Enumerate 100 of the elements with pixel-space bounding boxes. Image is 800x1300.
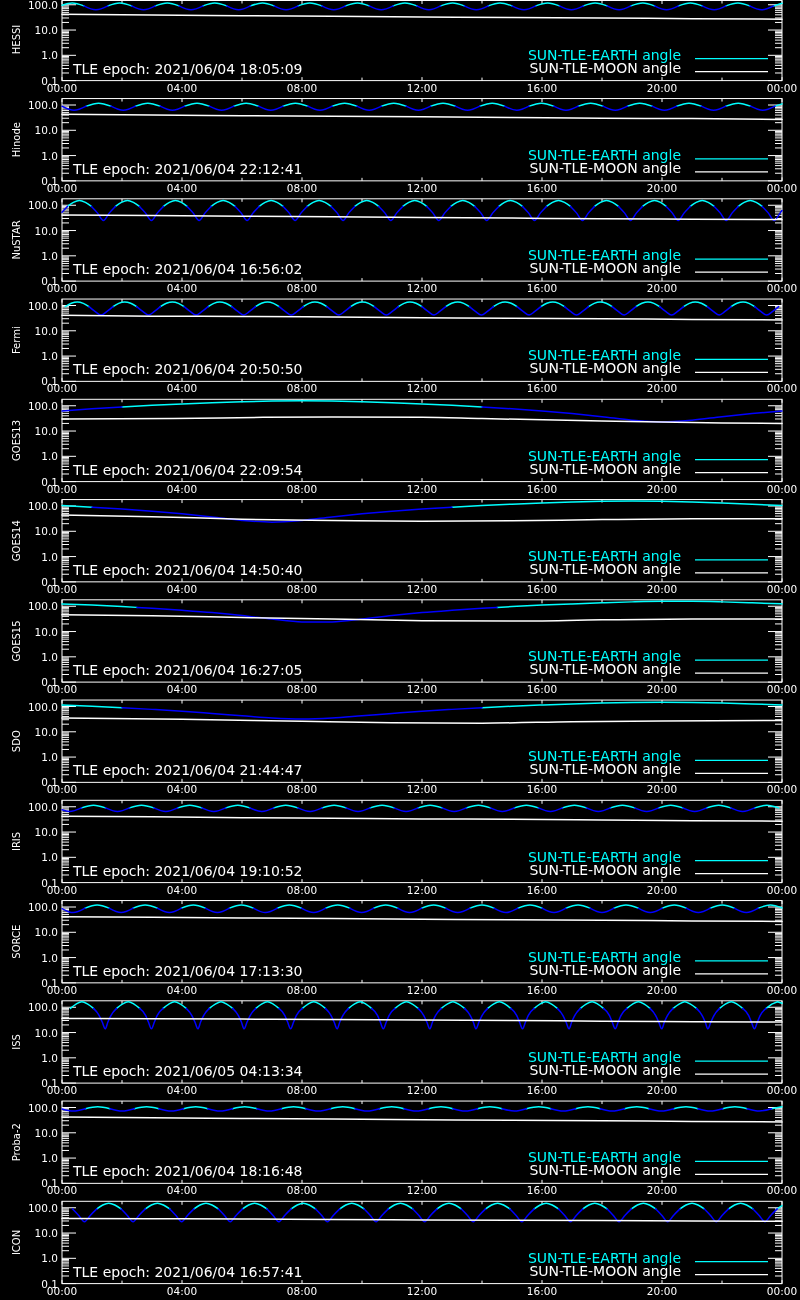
- text: SUN-TLE-EARTH angle: [527, 1049, 681, 1066]
- x-tick-label: 20:00: [646, 282, 678, 295]
- y-tick-label: 100.0: [27, 399, 58, 412]
- y-tick-label: 10.0: [34, 124, 58, 137]
- x-tick-label: 12:00: [406, 482, 438, 495]
- y-axis-title: GOES13: [10, 419, 22, 461]
- x-tick-label: 04:00: [166, 783, 198, 796]
- y-axis-title: Hinode: [10, 122, 22, 158]
- line-series: [121, 400, 483, 408]
- x-tick-label: 16:00: [526, 582, 558, 595]
- annotation: TLE epoch: 2021/06/04 20:50:50: [72, 361, 303, 378]
- y-tick-label: 10.0: [34, 24, 58, 37]
- x-tick-label: 08:00: [286, 883, 318, 896]
- y-tick-label: 10.0: [34, 224, 58, 237]
- x-tick-label: 20:00: [646, 1184, 678, 1197]
- y-tick-label: 1.0: [41, 650, 58, 663]
- y-tick-label: 100.0: [27, 199, 58, 212]
- annotation: TLE epoch: 2021/06/04 18:05:09: [72, 60, 303, 77]
- x-tick-label: 00:00: [766, 683, 798, 696]
- x-tick-label: 08:00: [286, 1084, 318, 1097]
- x-tick-label: 16:00: [526, 1184, 558, 1197]
- text: SUN-TLE-EARTH angle: [527, 648, 681, 665]
- y-tick-label: 1.0: [41, 851, 58, 864]
- x-tick-label: 12:00: [406, 382, 438, 395]
- x-tick-label: 00:00: [766, 181, 798, 194]
- x-tick-label: 00:00: [766, 1284, 798, 1297]
- x-tick-label: 04:00: [166, 1084, 198, 1097]
- y-axis-title: SDO: [10, 730, 22, 753]
- line-series: [136, 606, 498, 623]
- y-tick-label: 10.0: [34, 324, 58, 337]
- x-tick-label: 04:00: [166, 683, 198, 696]
- x-tick-label: 12:00: [406, 181, 438, 194]
- line-series: [91, 506, 453, 523]
- annotation: TLE epoch: 2021/06/04 22:12:41: [72, 160, 303, 177]
- x-tick-label: 12:00: [406, 1284, 438, 1297]
- x-tick-label: 20:00: [646, 482, 678, 495]
- annotation: TLE epoch: 2021/06/05 04:13:34: [72, 1063, 303, 1080]
- x-tick-label: 04:00: [166, 382, 198, 395]
- annotation: TLE epoch: 2021/06/04 16:56:02: [72, 261, 303, 278]
- x-tick-label: 04:00: [166, 983, 198, 996]
- x-tick-label: 04:00: [166, 1184, 198, 1197]
- y-tick-label: 10.0: [34, 725, 58, 738]
- y-tick-label: 10.0: [34, 1227, 58, 1240]
- x-tick-label: 20:00: [646, 1284, 678, 1297]
- y-axis-title: GOES15: [10, 620, 22, 662]
- y-tick-label: 10.0: [34, 926, 58, 939]
- y-axis-title: NuSTAR: [10, 220, 22, 260]
- x-tick-label: 12:00: [406, 683, 438, 696]
- x-tick-label: 00:00: [766, 582, 798, 595]
- x-tick-label: 20:00: [646, 1084, 678, 1097]
- y-tick-label: 100.0: [27, 299, 58, 312]
- y-tick-label: 100.0: [27, 901, 58, 913]
- y-tick-label: 1.0: [41, 1252, 58, 1265]
- y-axis-title: ISS: [10, 1034, 22, 1050]
- x-tick-label: 04:00: [166, 81, 198, 94]
- x-tick-label: 04:00: [166, 282, 198, 295]
- x-tick-label: 12:00: [406, 582, 438, 595]
- x-tick-label: 20:00: [646, 582, 678, 595]
- x-tick-label: 16:00: [526, 282, 558, 295]
- x-tick-label: 16:00: [526, 683, 558, 696]
- annotation: TLE epoch: 2021/06/04 19:10:52: [72, 862, 303, 879]
- y-axis-title: SORCE: [10, 924, 22, 959]
- y-tick-label: 100.0: [27, 1001, 58, 1014]
- text: SUN-TLE-EARTH angle: [527, 1149, 681, 1166]
- x-tick-label: 12:00: [406, 883, 438, 896]
- x-tick-label: 16:00: [526, 181, 558, 194]
- y-tick-label: 10.0: [34, 425, 58, 438]
- x-tick-label: 08:00: [286, 282, 318, 295]
- x-tick-label: 04:00: [166, 1284, 198, 1297]
- y-tick-label: 1.0: [41, 751, 58, 764]
- x-tick-label: 08:00: [286, 1184, 318, 1197]
- text: SUN-TLE-EARTH angle: [527, 247, 681, 264]
- x-tick-label: 20:00: [646, 382, 678, 395]
- x-tick-label: 20:00: [646, 783, 678, 796]
- x-tick-label: 00:00: [766, 1184, 798, 1197]
- y-tick-label: 1.0: [41, 450, 58, 463]
- x-tick-label: 08:00: [286, 783, 318, 796]
- line-series: [121, 706, 483, 720]
- y-tick-label: 1.0: [41, 951, 58, 964]
- x-tick-label: 12:00: [406, 282, 438, 295]
- x-tick-label: 08:00: [286, 382, 318, 395]
- x-tick-label: 08:00: [286, 582, 318, 595]
- x-tick-label: 20:00: [646, 81, 678, 94]
- y-axis-title: Proba-2: [10, 1123, 22, 1162]
- x-tick-label: 00:00: [766, 783, 798, 796]
- x-tick-label: 16:00: [526, 983, 558, 996]
- y-tick-label: 100.0: [27, 500, 58, 512]
- y-axis-title: GOES14: [10, 520, 22, 562]
- x-tick-label: 04:00: [166, 181, 198, 194]
- x-tick-label: 20:00: [646, 683, 678, 696]
- x-tick-label: 16:00: [526, 81, 558, 94]
- x-tick-label: 16:00: [526, 783, 558, 796]
- x-tick-label: 12:00: [406, 1184, 438, 1197]
- x-tick-label: 00:00: [766, 983, 798, 996]
- y-axis-title: HESSI: [10, 24, 22, 55]
- x-tick-label: 12:00: [406, 81, 438, 94]
- x-tick-label: 00:00: [766, 81, 798, 94]
- x-tick-label: 12:00: [406, 1084, 438, 1097]
- y-tick-label: 100.0: [27, 1201, 58, 1214]
- y-tick-label: 10.0: [34, 1026, 58, 1039]
